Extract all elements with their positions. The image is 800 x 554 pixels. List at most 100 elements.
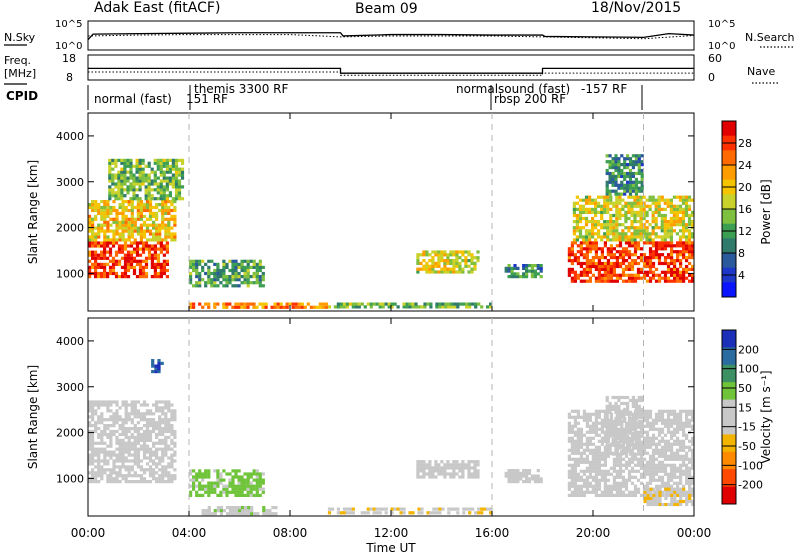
data-cell xyxy=(639,259,644,263)
data-cell xyxy=(173,409,177,413)
data-cell xyxy=(94,214,98,218)
data-cell xyxy=(585,259,589,263)
data-cell xyxy=(167,208,171,213)
data-cell xyxy=(519,275,523,279)
data-cell xyxy=(649,496,653,500)
data-cell xyxy=(567,270,571,274)
data-cell xyxy=(639,210,643,214)
data-cell xyxy=(231,478,235,482)
data-cell xyxy=(666,439,671,443)
data-cell xyxy=(106,432,110,437)
data-cell xyxy=(606,270,610,274)
data-cell xyxy=(637,163,641,167)
data-cell xyxy=(255,493,259,497)
data-cell xyxy=(228,506,233,510)
data-cell xyxy=(642,442,647,446)
data-cell xyxy=(100,214,104,218)
data-cell xyxy=(88,453,92,457)
data-cell xyxy=(603,457,607,461)
data-cell xyxy=(612,235,616,239)
data-cell xyxy=(88,217,92,221)
data-cell xyxy=(670,267,674,271)
data-cell xyxy=(342,507,346,511)
data-cell xyxy=(672,195,676,199)
data-cell xyxy=(570,241,574,245)
data-cell xyxy=(594,220,598,224)
data-cell xyxy=(123,241,128,245)
data-cell xyxy=(158,400,162,404)
data-cell xyxy=(639,256,644,260)
data-cell xyxy=(637,425,641,429)
data-cell xyxy=(121,447,125,451)
data-cell xyxy=(262,506,266,510)
data-cell xyxy=(473,267,477,271)
data-cell xyxy=(164,232,168,236)
data-cell xyxy=(573,241,577,245)
data-cell xyxy=(573,270,577,274)
data-cell xyxy=(133,424,137,428)
data-cell xyxy=(91,412,95,416)
data-cell xyxy=(679,466,683,470)
data-cell xyxy=(522,469,526,473)
data-cell xyxy=(449,270,453,274)
data-cell xyxy=(174,182,179,186)
data-cell xyxy=(94,441,98,445)
data-cell xyxy=(605,404,609,408)
data-cell xyxy=(428,253,432,257)
data-cell xyxy=(609,490,613,494)
data-cell xyxy=(663,273,668,277)
data-cell xyxy=(458,475,462,479)
data-cell xyxy=(170,424,174,428)
data-cell xyxy=(576,463,580,467)
data-cell xyxy=(246,265,250,269)
data-cell xyxy=(455,472,459,476)
data-cell xyxy=(136,229,140,233)
data-cell xyxy=(588,439,592,443)
data-cell xyxy=(106,459,110,463)
data-cell xyxy=(148,465,153,469)
data-cell xyxy=(678,204,683,208)
data-cell xyxy=(582,273,586,277)
data-cell xyxy=(167,421,171,425)
data-cell xyxy=(244,512,248,516)
data-cell xyxy=(452,250,456,254)
data-cell xyxy=(645,213,649,218)
data-cell xyxy=(579,250,583,254)
data-cell xyxy=(327,511,332,515)
data-cell xyxy=(627,472,632,476)
data-cell xyxy=(673,442,677,446)
data-cell xyxy=(106,444,110,448)
data-cell xyxy=(639,247,644,251)
data-cell xyxy=(570,267,574,271)
data-cell xyxy=(228,275,232,279)
data-cell xyxy=(657,415,662,419)
data-cell xyxy=(103,400,107,404)
data-cell xyxy=(670,409,674,413)
data-cell xyxy=(660,238,664,242)
data-cell xyxy=(438,302,442,306)
data-cell xyxy=(103,429,107,434)
data-cell xyxy=(584,195,589,199)
data-cell xyxy=(678,210,683,214)
data-cell xyxy=(243,487,247,491)
data-cell xyxy=(588,430,592,434)
colorbar-tick-label: 50 xyxy=(738,382,752,395)
data-cell xyxy=(624,267,629,271)
data-cell xyxy=(255,469,259,473)
data-cell xyxy=(670,451,674,455)
data-cell xyxy=(522,266,526,270)
data-cell xyxy=(106,271,110,276)
data-cell xyxy=(237,284,241,288)
data-cell xyxy=(630,232,634,236)
data-cell xyxy=(91,229,95,233)
data-cell xyxy=(112,453,116,457)
data-cell xyxy=(624,430,629,434)
data-cell xyxy=(222,265,226,269)
data-cell xyxy=(627,276,632,280)
data-cell xyxy=(390,507,394,511)
data-cell xyxy=(627,226,631,230)
data-cell xyxy=(446,463,450,467)
data-cell xyxy=(462,302,466,306)
data-cell xyxy=(637,168,641,173)
data-cell xyxy=(570,469,574,473)
